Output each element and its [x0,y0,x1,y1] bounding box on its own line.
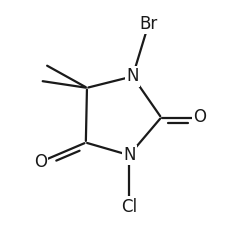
Text: N: N [126,67,139,85]
Text: N: N [123,146,135,164]
Text: O: O [193,109,207,126]
Text: Cl: Cl [121,197,137,215]
Text: O: O [34,153,47,171]
Text: Br: Br [140,15,158,33]
